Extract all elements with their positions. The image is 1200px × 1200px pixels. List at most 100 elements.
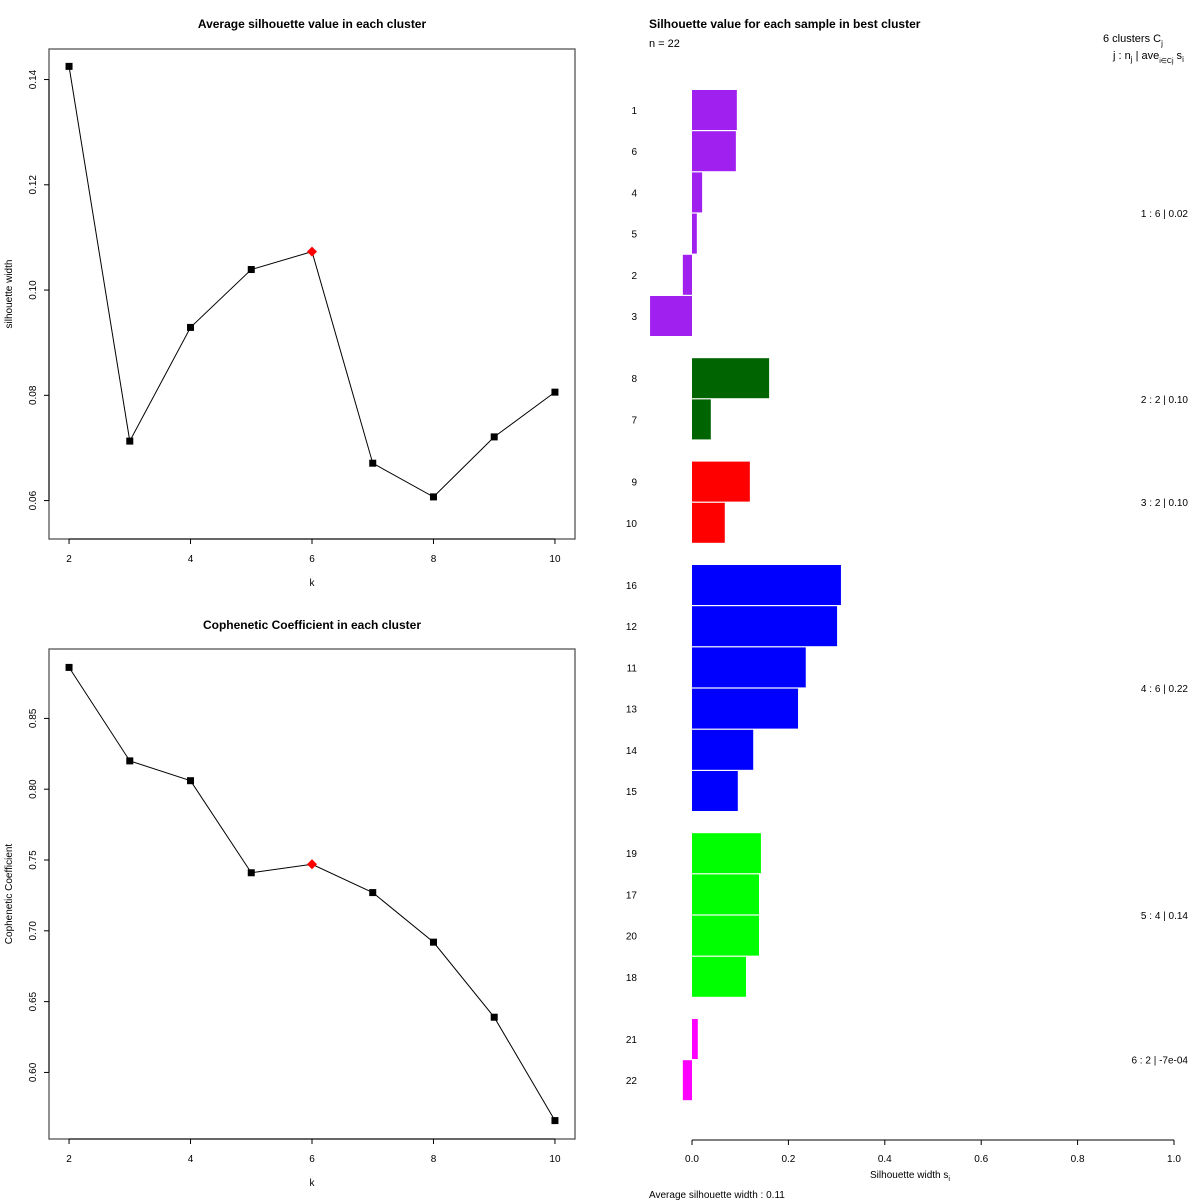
sample-label: 6 <box>631 147 637 158</box>
cluster-summary: 4 : 6 | 0.22 <box>1141 684 1189 695</box>
sample-label: 2 <box>631 271 637 282</box>
cluster-summary: 1 : 6 | 0.02 <box>1141 209 1189 220</box>
silhouette-bar <box>692 399 711 440</box>
x-tick-label: 4 <box>188 1154 194 1165</box>
y-tick-label: 0.12 <box>28 175 39 195</box>
silhouette-bar <box>692 915 759 956</box>
x-tick-label: 0.2 <box>781 1154 795 1165</box>
y-axis: 0.06 0.08 0.10 0.12 0.14 <box>28 69 50 510</box>
silhouette-bars <box>650 90 841 1101</box>
plot-title: Average silhouette value in each cluster <box>198 17 427 31</box>
x-tick-label: 10 <box>549 554 561 565</box>
x-axis: 2 4 6 8 10 <box>66 538 561 565</box>
y-tick-label: 0.75 <box>28 850 39 870</box>
series-line <box>68 66 556 498</box>
legend-sub-j: j <box>1130 55 1133 64</box>
data-point <box>65 62 73 70</box>
silhouette-bar <box>692 131 736 172</box>
silhouette-bar <box>692 729 754 770</box>
data-point <box>247 869 255 877</box>
silhouette-bar <box>692 688 799 729</box>
silhouette-bar <box>692 956 746 997</box>
legend-header: 6 clusters Cj <box>1103 33 1163 48</box>
data-point <box>126 437 134 445</box>
legend-header-sub: j <box>1160 39 1163 48</box>
x-axis: 2 4 6 8 10 <box>66 1138 561 1165</box>
x-tick-label: 2 <box>66 1154 72 1165</box>
cluster-summaries: 1 : 6 | 0.02 2 : 2 | 0.10 3 : 2 | 0.10 4 : … <box>1131 209 1188 1067</box>
data-point <box>369 889 377 897</box>
sample-label: 10 <box>626 519 638 530</box>
sample-label: 4 <box>631 188 637 199</box>
sample-label: 1 <box>631 106 637 117</box>
data-point <box>490 1013 498 1021</box>
x-tick-label: 10 <box>549 1154 561 1165</box>
sample-label: 14 <box>626 746 638 757</box>
y-tick-label: 0.06 <box>28 490 39 510</box>
data-point <box>369 459 377 467</box>
series-line <box>68 667 556 1121</box>
silhouette-bar <box>692 213 697 254</box>
data-point <box>551 1117 559 1125</box>
sample-label: 17 <box>626 890 638 901</box>
x-axis: 0.0 0.2 0.4 0.6 0.8 1.0 <box>685 1139 1181 1165</box>
sample-label: 11 <box>627 663 638 674</box>
sample-label: 15 <box>626 787 638 798</box>
silhouette-bar <box>682 1060 692 1101</box>
silhouette-bar <box>692 1019 698 1059</box>
y-tick-label: 0.70 <box>28 921 39 941</box>
y-tick-label: 0.65 <box>28 991 39 1011</box>
x-tick-label: 8 <box>431 1154 437 1165</box>
legend-sub-b: | ave <box>1133 50 1160 62</box>
sample-label: 22 <box>626 1076 638 1087</box>
average-silhouette-width: Average silhouette width : 0.11 <box>649 1190 785 1200</box>
x-tick-label: 8 <box>431 554 437 565</box>
plot-frame <box>48 648 576 1140</box>
silhouette-bar <box>692 874 759 915</box>
x-axis-label-sub: i <box>948 1176 950 1183</box>
sample-label: 13 <box>626 705 638 716</box>
y-tick-label: 0.60 <box>28 1062 39 1082</box>
data-point <box>187 323 195 331</box>
y-axis: 0.60 0.65 0.70 0.75 0.80 0.85 <box>28 708 50 1082</box>
data-point <box>65 663 73 671</box>
sample-label: 9 <box>631 478 637 489</box>
sample-label: 16 <box>626 581 638 592</box>
x-tick-label: 2 <box>66 554 72 565</box>
sample-label: 19 <box>626 849 638 860</box>
data-point <box>247 266 255 274</box>
sample-label: 5 <box>631 230 637 241</box>
legend-sub-c: i∈Cj <box>1159 58 1174 65</box>
data-point <box>126 757 134 765</box>
plot-title: Cophenetic Coefficient in each cluster <box>203 618 421 632</box>
x-axis-label: Silhouette width si <box>870 1170 950 1183</box>
cluster-summary: 3 : 2 | 0.10 <box>1141 498 1189 509</box>
highlight-point <box>307 246 317 257</box>
sample-label: 21 <box>626 1035 638 1046</box>
data-point <box>429 938 437 946</box>
silhouette-bar <box>692 461 750 502</box>
silhouette-bar <box>692 358 770 399</box>
y-tick-label: 0.08 <box>28 385 39 405</box>
x-tick-label: 1.0 <box>1167 1154 1181 1165</box>
plot-frame <box>48 48 576 540</box>
y-tick-label: 0.14 <box>28 69 39 89</box>
cluster-summary: 2 : 2 | 0.10 <box>1141 395 1189 406</box>
silhouette-bar <box>650 296 692 336</box>
legend-header-text: 6 clusters C <box>1103 33 1161 45</box>
y-axis-label: Cophenetic Coefficient <box>4 844 15 945</box>
plot-title: Silhouette value for each sample in best… <box>649 17 921 31</box>
sample-label: 20 <box>626 932 638 943</box>
cophenetic-plot: Cophenetic Coefficient in each cluster 2… <box>4 618 576 1189</box>
line-series <box>65 663 559 1125</box>
data-point <box>490 433 498 441</box>
data-point <box>187 777 195 785</box>
silhouette-bar <box>692 172 703 213</box>
y-tick-label: 0.80 <box>28 779 39 799</box>
sample-label: 18 <box>626 973 638 984</box>
legend-subheader: j : nj | avei∈Cj si <box>1112 50 1184 65</box>
x-axis-label-text: Silhouette width s <box>870 1170 948 1181</box>
x-tick-label: 0.4 <box>878 1154 892 1165</box>
